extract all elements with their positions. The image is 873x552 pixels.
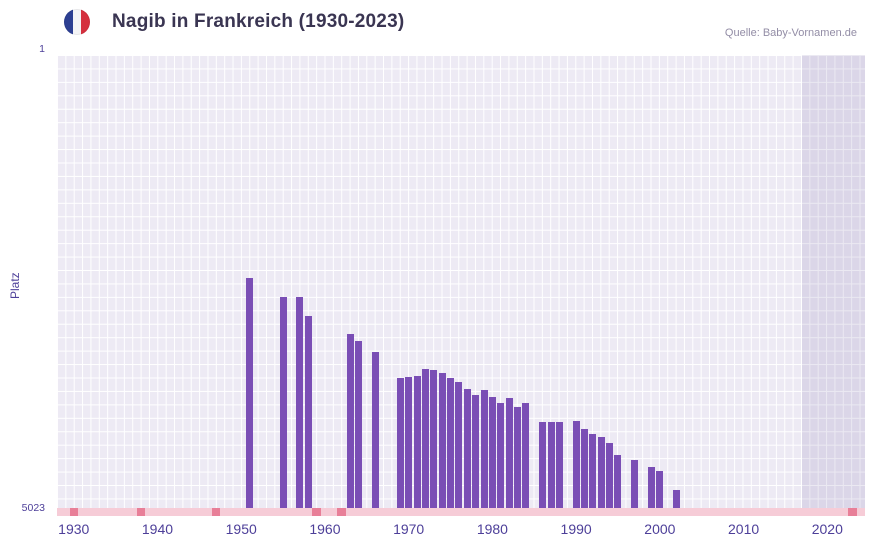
bar-1964 — [354, 341, 362, 512]
bar-1991 — [581, 428, 588, 512]
x-tick-label-1930: 1930 — [58, 521, 90, 537]
bar-1976 — [455, 381, 463, 512]
chart-title: Nagib in Frankreich (1930-2023) — [112, 11, 405, 32]
france-flag-icon — [64, 9, 90, 35]
bar-1981 — [497, 402, 505, 512]
x-tick-label-1980: 1980 — [476, 521, 508, 537]
x-axis-labels: 1930 1940 1950 1960 1970 1980 1990 2000 2010 2020 — [57, 521, 865, 543]
bar-1973 — [430, 369, 438, 512]
bar-1994 — [606, 443, 614, 512]
bar-1999 — [647, 467, 655, 512]
bar-1987 — [547, 422, 555, 512]
bar-1977 — [463, 388, 471, 512]
bar-1983 — [514, 406, 522, 512]
bar-1974 — [438, 372, 446, 512]
bar-1963 — [346, 333, 354, 512]
bar-1951 — [246, 277, 254, 512]
bar-1995 — [614, 454, 622, 512]
plot-area — [57, 55, 865, 512]
bar-2002 — [673, 490, 681, 512]
bar-1966 — [371, 352, 379, 512]
x-tick-label-1950: 1950 — [225, 521, 257, 537]
bar-2000 — [656, 471, 664, 512]
axis-marker-1938 — [136, 508, 145, 516]
bar-1978 — [472, 394, 480, 512]
axis-marker-1962 — [337, 508, 346, 516]
x-tick-label-2000: 2000 — [644, 521, 676, 537]
bar-1979 — [480, 389, 488, 512]
x-tick-label-1990: 1990 — [560, 521, 592, 537]
x-tick-label-1960: 1960 — [309, 521, 341, 537]
bar-1993 — [597, 437, 605, 512]
axis-marker-2023 — [848, 508, 857, 516]
bar-1958 — [304, 316, 312, 512]
y-axis-label: Platz — [8, 272, 22, 299]
bar-1955 — [279, 296, 287, 512]
bar-1980 — [488, 396, 496, 512]
bar-1990 — [572, 421, 580, 512]
x-tick-label-1940: 1940 — [141, 521, 174, 537]
bar-1992 — [589, 433, 597, 512]
source-credit: Quelle: Baby-Vornamen.de — [724, 27, 857, 39]
bar-1986 — [539, 422, 547, 512]
x-tick-label-2020: 2020 — [811, 521, 843, 537]
bar-1972 — [421, 368, 429, 512]
axis-marker-1947 — [211, 508, 221, 516]
bar-1975 — [447, 377, 455, 512]
bar-1957 — [296, 296, 304, 512]
axis-marker-1959 — [312, 508, 321, 516]
y-tick-top: 1 — [39, 43, 45, 55]
bar-1984 — [522, 402, 530, 512]
axis-marker-1930 — [69, 508, 78, 516]
x-tick-label-1970: 1970 — [393, 521, 425, 537]
bar-1969 — [396, 377, 404, 512]
y-tick-bottom: 5023 — [21, 502, 45, 514]
bar-1982 — [505, 398, 513, 512]
bar-1971 — [413, 375, 421, 512]
bar-1970 — [405, 376, 413, 512]
bar-1988 — [555, 422, 563, 512]
shaded-region — [802, 55, 865, 512]
x-tick-label-2010: 2010 — [728, 521, 760, 537]
axis-strip — [57, 508, 865, 516]
bar-1997 — [631, 459, 639, 512]
